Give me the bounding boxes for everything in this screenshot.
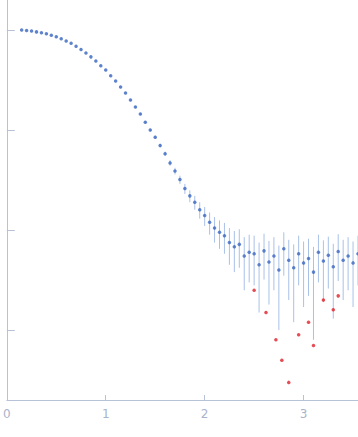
svg-text:0: 0 — [3, 407, 11, 421]
svg-text:1: 1 — [102, 407, 110, 421]
svg-text:3: 3 — [300, 407, 308, 421]
svg-text:2: 2 — [201, 407, 209, 421]
